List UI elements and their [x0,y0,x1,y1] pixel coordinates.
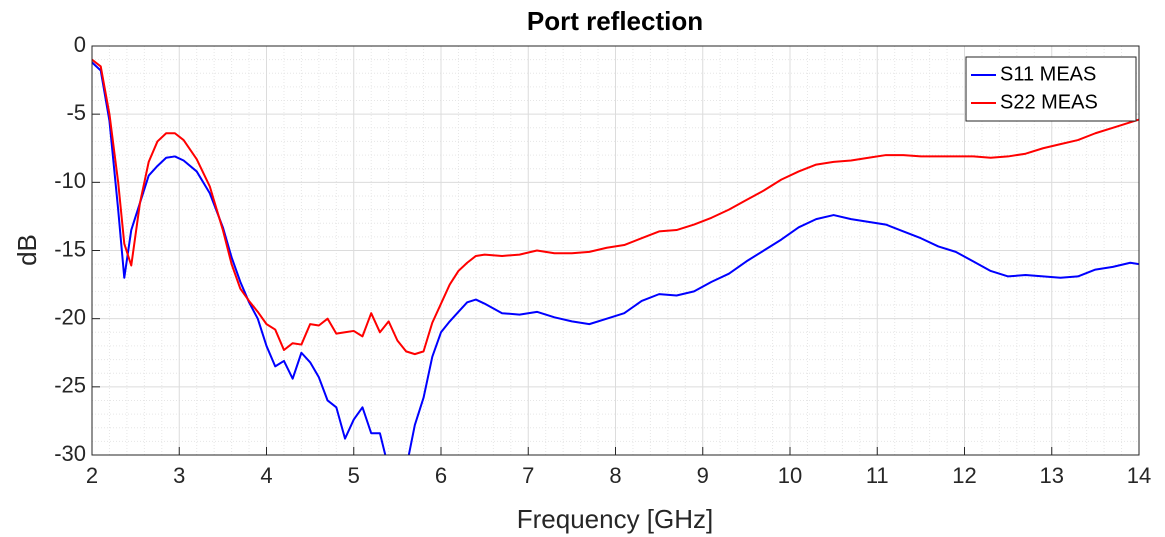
y-tick-label: -20 [54,304,86,329]
x-tick-label: 10 [778,463,802,488]
x-tick-label: 3 [173,463,185,488]
legend-box [965,56,1137,122]
x-tick-label: 5 [348,463,360,488]
x-tick-label: 9 [697,463,709,488]
legend-label: S22 MEAS [1000,91,1098,113]
x-tick-label: 8 [609,463,621,488]
x-tick-label: 12 [952,463,976,488]
x-tick-label: 13 [1040,463,1064,488]
y-tick-label: -15 [54,236,86,261]
y-axis-label: dB [12,234,42,266]
x-tick-label: 4 [260,463,272,488]
y-tick-label: -10 [54,168,86,193]
y-tick-label: 0 [74,32,86,57]
x-tick-label: 2 [86,463,98,488]
x-tick-label: 14 [1127,463,1151,488]
chart-title: Port reflection [527,6,703,36]
x-tick-label: 7 [522,463,534,488]
x-tick-label: 11 [866,463,889,488]
x-axis-label: Frequency [GHz] [517,504,714,534]
legend-label: S11 MEAS [1000,63,1096,85]
y-tick-label: -25 [54,373,86,398]
y-tick-label: -30 [54,441,86,466]
y-tick-label: -5 [66,100,86,125]
series-line [92,58,1139,356]
x-tick-label: 6 [435,463,447,488]
